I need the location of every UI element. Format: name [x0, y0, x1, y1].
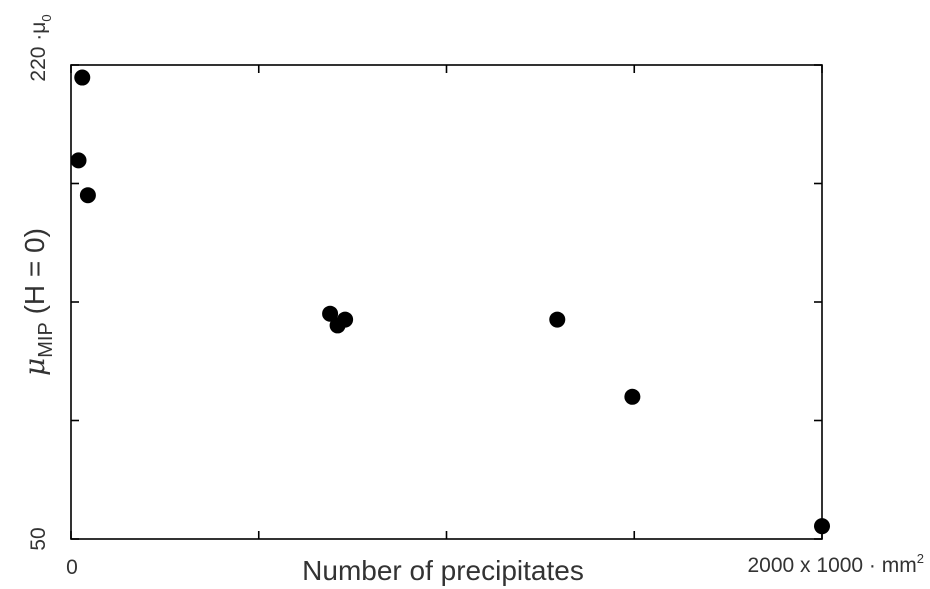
y-axis-label-suffix: (H = 0)	[19, 228, 50, 322]
tick-marks	[70, 64, 823, 540]
x-unit-label: 2000 x 1000 · mm2	[748, 551, 925, 577]
y-unit-label-subscript: 0	[39, 14, 54, 21]
plot-area-border	[70, 64, 823, 540]
y-axis-label-subscript: MIP	[35, 322, 57, 358]
y-axis-label: μMIP (H = 0)	[18, 228, 57, 376]
y-tick-label-min: 50	[27, 527, 50, 550]
x-tick-label-min: 0	[66, 556, 78, 579]
y-axis-label-symbol: μ	[18, 358, 51, 376]
data-point-7	[624, 388, 641, 405]
x-axis-label: Number of precipitates	[302, 555, 584, 586]
y-unit-label: 220 ·μ0	[27, 14, 54, 81]
x-unit-label-text: 2000 x 1000 · mm	[748, 554, 917, 577]
data-point-6	[549, 311, 566, 328]
data-point-5	[337, 311, 354, 328]
data-point-8	[814, 518, 830, 535]
plot-frame	[70, 64, 823, 540]
x-unit-label-superscript: 2	[917, 551, 924, 566]
data-points	[70, 69, 830, 535]
data-point-3	[322, 305, 339, 322]
data-point-2	[79, 187, 96, 204]
data-point-1	[70, 152, 87, 169]
y-unit-label-text: 220 ·μ	[27, 22, 50, 82]
data-point-0	[74, 69, 91, 86]
